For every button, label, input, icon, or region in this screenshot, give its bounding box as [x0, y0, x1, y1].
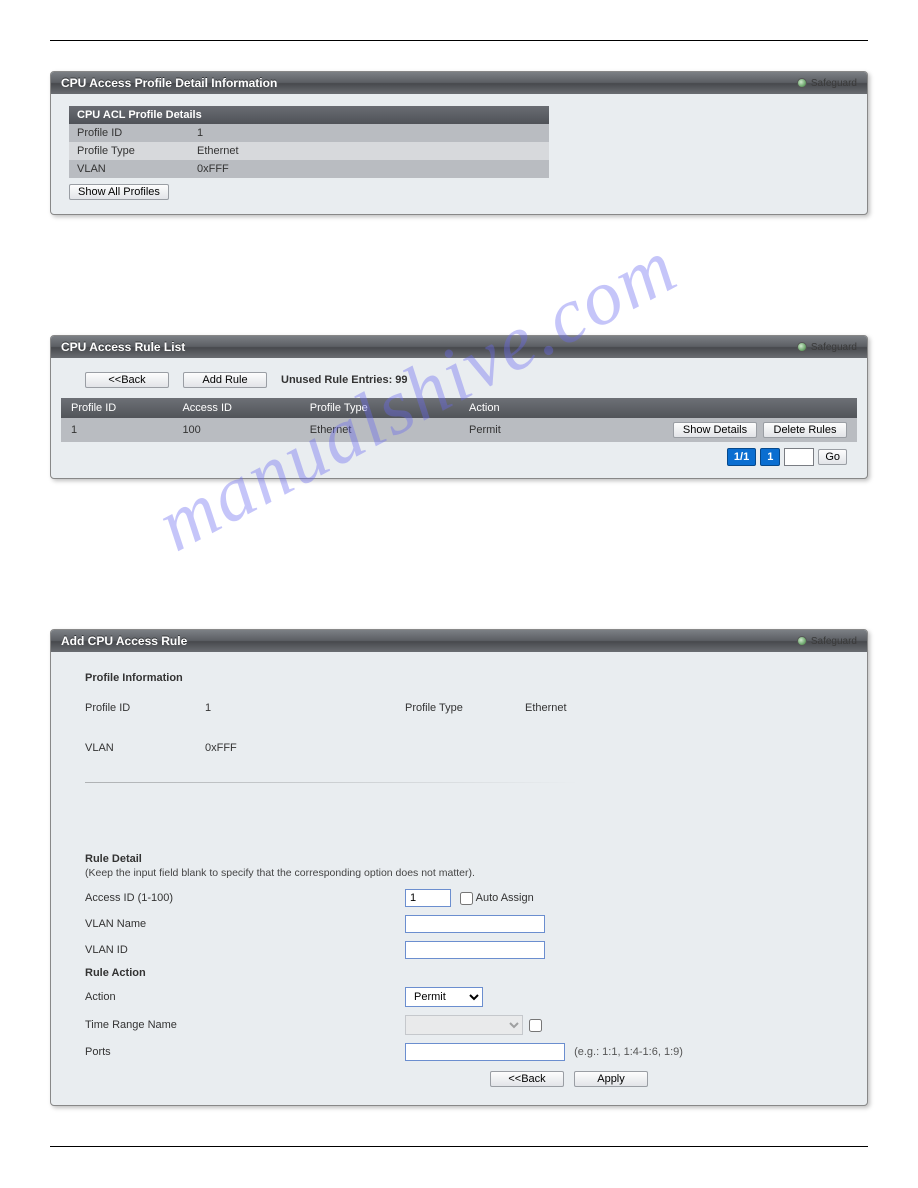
- action-select[interactable]: Permit: [405, 987, 483, 1007]
- rule-detail-note: (Keep the input field blank to specify t…: [85, 867, 833, 879]
- ports-input[interactable]: [405, 1043, 565, 1061]
- safeguard-icon: [797, 78, 807, 88]
- label-vlan: VLAN: [69, 160, 189, 178]
- time-range-select: [405, 1015, 523, 1035]
- safeguard-label: Safeguard: [811, 636, 857, 647]
- safeguard-badge: Safeguard: [797, 78, 857, 89]
- cell-profile-id: 1: [61, 418, 172, 442]
- value-profile-id: 1: [205, 702, 405, 714]
- label-action: Action: [85, 991, 405, 1003]
- cell-profile-type: Ethernet: [300, 418, 459, 442]
- safeguard-badge: Safeguard: [797, 342, 857, 353]
- vlan-name-input[interactable]: [405, 915, 545, 933]
- safeguard-label: Safeguard: [811, 342, 857, 353]
- add-rule-button[interactable]: Add Rule: [183, 372, 267, 388]
- cell-access-id: 100: [172, 418, 299, 442]
- label-ports: Ports: [85, 1046, 405, 1058]
- profile-info-title: Profile Information: [85, 672, 833, 684]
- label-vlan-id: VLAN ID: [85, 944, 405, 956]
- panel-title: Add CPU Access Rule: [61, 634, 187, 648]
- safeguard-badge: Safeguard: [797, 636, 857, 647]
- rule-detail-title: Rule Detail: [85, 853, 833, 865]
- label-profile-id: Profile ID: [85, 702, 205, 714]
- profile-details-table: CPU ACL Profile Details Profile ID 1 Pro…: [69, 106, 549, 178]
- vlan-id-input[interactable]: [405, 941, 545, 959]
- auto-assign-label: Auto Assign: [476, 892, 534, 904]
- panel-header: Add CPU Access Rule Safeguard: [51, 630, 867, 652]
- table-row: 1 100 Ethernet Permit Show Details Delet…: [61, 418, 857, 442]
- safeguard-icon: [797, 636, 807, 646]
- value-profile-type: Ethernet: [525, 702, 725, 714]
- col-action: Action: [459, 398, 602, 418]
- go-button[interactable]: Go: [818, 449, 847, 465]
- value-profile-type: Ethernet: [189, 142, 549, 160]
- access-id-input[interactable]: [405, 889, 451, 907]
- label-access-id: Access ID (1-100): [85, 892, 405, 904]
- label-vlan: VLAN: [85, 742, 205, 754]
- col-profile-type: Profile Type: [300, 398, 459, 418]
- pager: 1/1 1 Go: [61, 442, 857, 472]
- ports-hint: (e.g.: 1:1, 1:4-1:6, 1:9): [574, 1046, 683, 1058]
- value-vlan: 0xFFF: [189, 160, 549, 178]
- apply-button[interactable]: Apply: [574, 1071, 648, 1087]
- panel-title: CPU Access Profile Detail Information: [61, 76, 277, 90]
- unused-entries: Unused Rule Entries: 99: [281, 374, 408, 386]
- cell-action: Permit: [459, 418, 602, 442]
- value-profile-id: 1: [189, 124, 549, 142]
- panel-header: CPU Access Rule List Safeguard: [51, 336, 867, 358]
- page-indicator: 1/1: [727, 448, 756, 466]
- panel-profile-detail: CPU Access Profile Detail Information Sa…: [50, 71, 868, 215]
- back-button[interactable]: <<Back: [85, 372, 169, 388]
- label-profile-id: Profile ID: [69, 124, 189, 142]
- show-all-profiles-button[interactable]: Show All Profiles: [69, 184, 169, 200]
- rule-table: Profile ID Access ID Profile Type Action…: [61, 398, 857, 442]
- safeguard-label: Safeguard: [811, 78, 857, 89]
- label-profile-type: Profile Type: [69, 142, 189, 160]
- time-range-checkbox[interactable]: [529, 1019, 542, 1032]
- col-access-id: Access ID: [172, 398, 299, 418]
- label-vlan-name: VLAN Name: [85, 918, 405, 930]
- panel-add-rule: Add CPU Access Rule Safeguard Profile In…: [50, 629, 868, 1106]
- delete-rules-button[interactable]: Delete Rules: [763, 422, 847, 438]
- table-header: CPU ACL Profile Details: [69, 106, 549, 124]
- divider: [85, 782, 579, 783]
- safeguard-icon: [797, 342, 807, 352]
- label-time-range: Time Range Name: [85, 1019, 405, 1031]
- panel-header: CPU Access Profile Detail Information Sa…: [51, 72, 867, 94]
- rule-action-title: Rule Action: [85, 967, 405, 979]
- back-button[interactable]: <<Back: [490, 1071, 564, 1087]
- panel-rule-list: CPU Access Rule List Safeguard <<Back Ad…: [50, 335, 868, 479]
- page-current: 1: [760, 448, 780, 466]
- col-profile-id: Profile ID: [61, 398, 172, 418]
- show-details-button[interactable]: Show Details: [673, 422, 757, 438]
- page-input[interactable]: [784, 448, 814, 466]
- auto-assign-checkbox[interactable]: [460, 892, 473, 905]
- label-profile-type: Profile Type: [405, 702, 525, 714]
- panel-title: CPU Access Rule List: [61, 340, 185, 354]
- value-vlan: 0xFFF: [205, 742, 405, 754]
